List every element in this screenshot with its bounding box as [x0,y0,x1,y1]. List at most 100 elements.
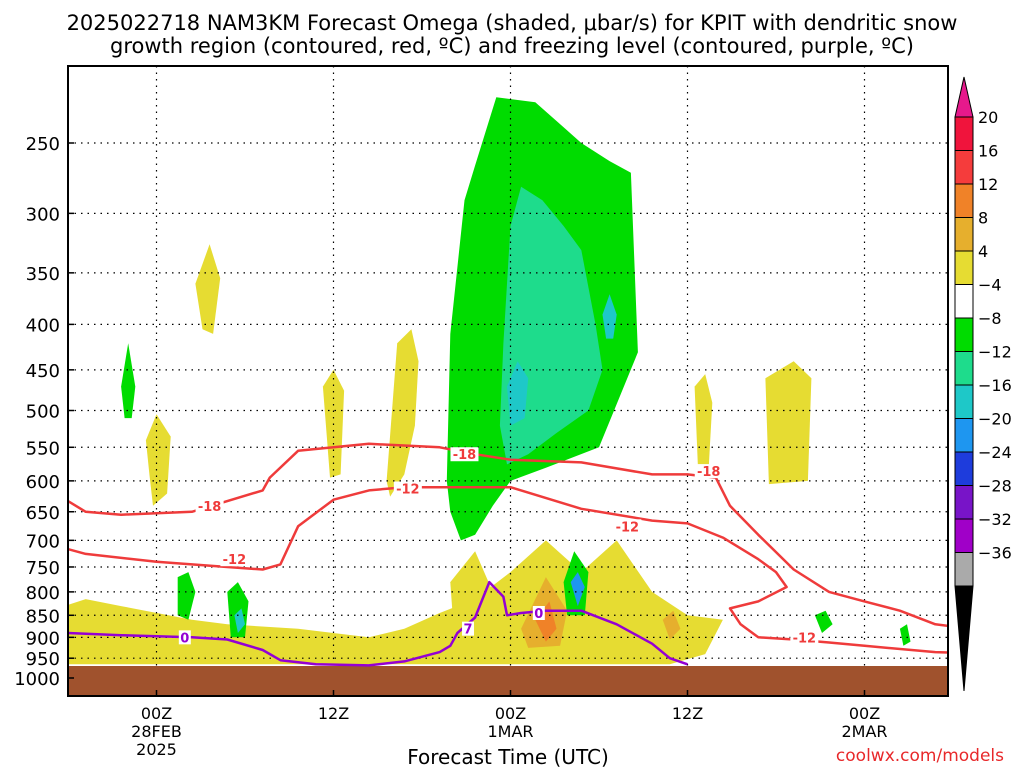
colorbar-label: −4 [978,276,1002,295]
x-tick-label: 2025 [136,740,177,759]
y-tick-label: 600 [26,472,60,493]
contour-label: 0 [534,607,543,622]
y-tick-label: 850 [26,606,60,627]
colorbar-swatch [954,518,974,553]
y-tick-label: 500 [26,402,60,423]
colorbar-swatch [954,284,974,319]
plot-frame [67,65,949,697]
ground-surface [68,666,948,696]
contour-label-bg [450,447,479,462]
grid-layer [68,66,948,696]
contour-label-bg [220,552,249,567]
colorbar-swatch [954,351,974,386]
y-tick-label: 550 [26,438,60,459]
omega-region-11 [602,294,617,339]
colorbar-label: −16 [978,376,1012,395]
colorbar-swatch [954,485,974,520]
omega-region-19 [899,624,911,646]
x-tick-label: 00Z [849,704,880,723]
colorbar-label: 4 [978,242,988,261]
y-tick-label: 1000 [14,669,60,690]
contour-label: -12 [616,520,640,535]
x-tick-label: 1MAR [487,722,533,741]
omega-region-13 [177,572,196,620]
colorbar-swatch [954,552,974,587]
colorbar-swatch [954,250,974,285]
y-tick-label: 450 [26,361,60,382]
plot-area: -18 -12 -18 -12 -18 -12 -12 0 0 7 [67,65,949,697]
contour-label-bg [462,621,475,636]
colorbar-swatch [954,217,974,252]
contour-label-bg [694,464,723,479]
colorbar: 20 16 12 8 4 −4 −8 −12 −16 −20 −24 −28 −32 −36 [954,76,1012,692]
colorbar-label: 16 [978,142,998,161]
omega-region-15 [234,608,245,633]
y-tick-label: 400 [26,315,60,336]
colorbar-swatch [954,183,974,218]
y-tick-label: 350 [26,264,60,285]
colorbar-swatch [954,451,974,486]
y-tick-label: 800 [26,583,60,604]
chart-title-line2: growth region (contoured, red, ºC) and f… [110,34,914,58]
x-tick-label: 12Z [318,704,349,723]
colorbar-top-arrow [954,76,974,118]
contour-label-bg [393,481,422,496]
omega-region-4 [145,414,171,506]
colorbar-swatch [954,418,974,453]
colorbar-label: −12 [978,343,1012,362]
colorbar-swatch [954,116,974,151]
omega-shading-layer [68,97,911,665]
colorbar-label: −28 [978,477,1012,496]
y-tick-label: 250 [26,134,60,155]
contour-label: 7 [463,623,472,638]
colorbar-label: −20 [978,410,1012,429]
credit-link[interactable]: coolwx.com/models [836,746,1004,766]
omega-region-12 [121,343,136,419]
freezing-level-contour [68,580,688,667]
contour-label: -12 [223,553,247,568]
colorbar-bottom-arrow [954,585,974,692]
colorbar-swatch [954,384,974,419]
x-tick-label: 28FEB [131,722,182,741]
colorbar-label: 8 [978,209,988,228]
colorbar-label: −8 [978,309,1002,328]
colorbar-swatch [954,150,974,185]
contour-label: -12 [793,631,817,646]
colorbar-label: −32 [978,510,1012,529]
contour-label-bg [178,630,191,645]
omega-region-18 [814,610,833,633]
contour-label: -18 [198,500,222,515]
y-tick-label: 300 [26,204,60,225]
omega-region-10 [507,361,529,426]
colorbar-label: −36 [978,544,1012,563]
red-contour-0 [68,442,948,628]
x-tick-label: 00Z [495,704,526,723]
contour-label: 0 [180,631,189,646]
red-contour-1 [68,485,948,654]
colorbar-swatch [954,317,974,352]
y-tick-label: 700 [26,531,60,552]
omega-region-1 [195,244,221,334]
x-tick-label: 00Z [141,704,172,723]
omega-region-22 [662,610,681,640]
contour-label-bg [195,498,224,513]
contour-label-layer: -18 -12 -18 -12 -18 -12 -12 0 0 7 [178,447,819,646]
omega-region-3 [386,329,419,497]
x-tick-label: 12Z [672,704,703,723]
y-tick-label: 650 [26,503,60,524]
contour-label-bg [532,606,545,621]
x-tick-label: 2MAR [841,722,887,741]
contour-layer [68,442,948,667]
colorbar-label: −24 [978,443,1012,462]
y-tick-label: 750 [26,558,60,579]
y-tick-label: 950 [26,649,60,670]
contour-label-bg [613,519,642,534]
contour-label-bg [790,630,819,645]
contour-label: -18 [453,448,477,463]
contour-label: -18 [697,465,721,480]
colorbar-label: 12 [978,175,998,194]
omega-region-6 [765,361,812,485]
